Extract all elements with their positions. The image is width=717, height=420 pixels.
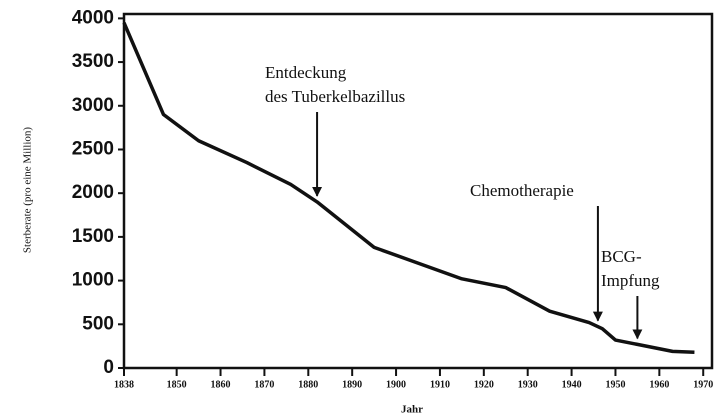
annotation-text: Impfung [601, 271, 660, 290]
y-tick-label: 2000 [72, 182, 114, 203]
y-tick-label: 2500 [72, 138, 114, 159]
annotation-text: Entdeckung [265, 63, 347, 82]
x-tick-label: 1950 [605, 379, 625, 390]
x-tick-label: 1870 [254, 379, 274, 390]
y-tick-label: 1500 [72, 226, 114, 247]
x-tick-label: 1910 [430, 379, 450, 390]
y-tick-label: 4000 [72, 7, 114, 28]
annotation-text: des Tuberkelbazillus [265, 87, 405, 106]
x-tick-label: 1920 [474, 379, 494, 390]
plot-frame [122, 12, 714, 370]
x-tick-label: 1838 [114, 379, 134, 390]
x-tick-label: 1900 [386, 379, 406, 390]
y-tick-label: 500 [82, 313, 114, 334]
x-tick-label: 1970 [693, 379, 713, 390]
x-tick-label: 1960 [649, 379, 669, 390]
x-tick-label: 1940 [562, 379, 582, 390]
x-tick-label: 1880 [298, 379, 318, 390]
y-tick-label: 0 [103, 357, 114, 378]
y-axis-label: Sterberate (pro eine Million) [22, 127, 34, 253]
annotation-text: Chemotherapie [470, 181, 574, 200]
x-axis-label: Jahr [401, 404, 423, 416]
x-tick-label: 1860 [211, 379, 231, 390]
y-tick-label: 3500 [72, 51, 114, 72]
data-line [122, 22, 695, 355]
annotation-text: BCG- [601, 247, 642, 266]
y-tick-label: 1000 [72, 270, 114, 291]
y-tick-label: 3000 [72, 95, 114, 116]
x-tick-label: 1850 [167, 379, 187, 390]
x-tick-label: 1890 [342, 379, 362, 390]
x-tick-label: 1930 [518, 379, 538, 390]
